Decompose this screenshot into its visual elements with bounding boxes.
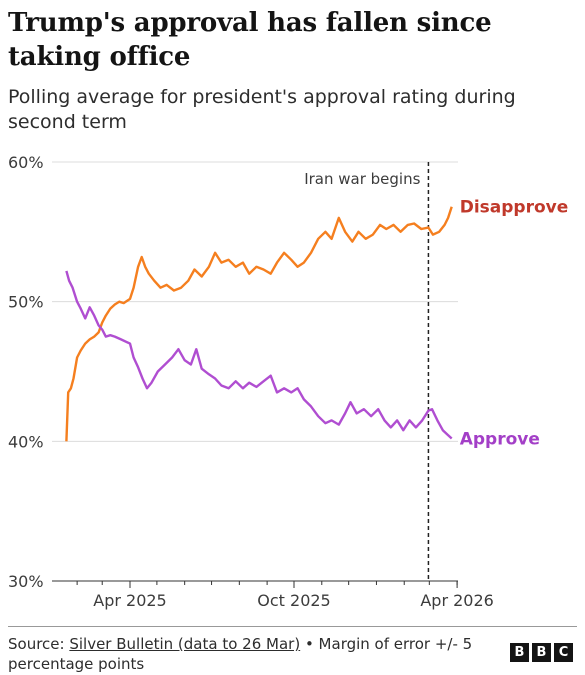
source-link[interactable]: Silver Bulletin (data to 26 Mar)	[69, 635, 301, 653]
y-tick-label: 40%	[8, 432, 44, 451]
series-label-approve: Approve	[460, 430, 540, 450]
chart-title: Trump's approval has fallen since taking…	[8, 8, 492, 72]
chart-subtitle: Polling average for president's approval…	[8, 86, 516, 133]
x-tick-label: Oct 2025	[257, 591, 330, 610]
x-tick-label: Apr 2026	[420, 591, 493, 610]
bbc-logo: B B C	[510, 643, 573, 662]
bbc-logo-letter: B	[510, 643, 529, 662]
source-suffix: • Margin of error +/- 5 percentage point…	[8, 635, 473, 673]
chart-source: Source: Silver Bulletin (data to 26 Mar)…	[8, 634, 498, 674]
series-line-disapprove	[65, 206, 453, 442]
y-tick-label: 50%	[8, 293, 44, 312]
iran-war-annotation: Iran war begins	[304, 170, 420, 188]
bbc-logo-letter: C	[554, 643, 573, 662]
series-line-approve	[65, 270, 453, 440]
source-prefix: Source:	[8, 635, 70, 653]
x-tick-label: Apr 2025	[93, 591, 166, 610]
y-tick-label: 30%	[8, 572, 44, 591]
bbc-logo-letter: B	[532, 643, 551, 662]
footer-divider	[8, 626, 577, 627]
y-tick-label: 60%	[8, 153, 44, 172]
series-label-disapprove: Disapprove	[460, 198, 569, 218]
